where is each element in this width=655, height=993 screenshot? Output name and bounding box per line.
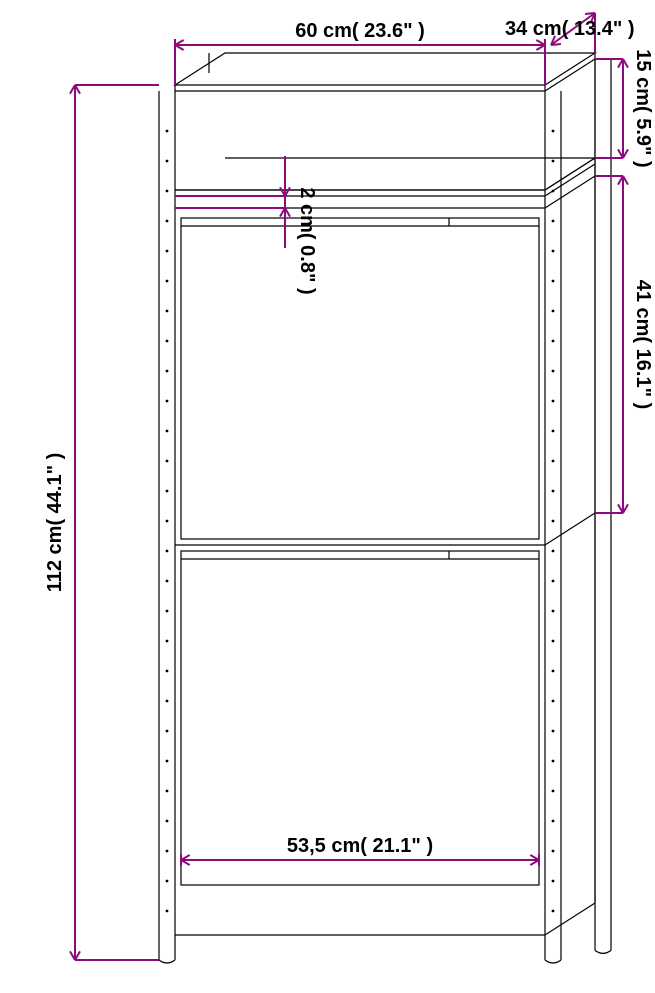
dim-total-height-label: 112 cm( 44.1" ) <box>44 453 66 593</box>
product-drawing <box>159 53 611 963</box>
dim-door-height-label: 41 cm( 16.1" ) <box>632 280 654 410</box>
dim-width-label: 60 cm( 23.6" ) <box>295 20 425 42</box>
dim-open-height-label: 15 cm( 5.9" ) <box>632 49 654 167</box>
dimension-diagram: 60 cm( 23.6" ) 34 cm( 13.4" ) 15 cm( 5.9" … <box>0 0 655 993</box>
dim-inner-width-label: 53,5 cm( 21.1" ) <box>287 835 433 857</box>
dim-depth-label: 34 cm( 13.4" ) <box>505 18 635 40</box>
dim-gap-label: 2 cm( 0.8" ) <box>296 187 318 294</box>
